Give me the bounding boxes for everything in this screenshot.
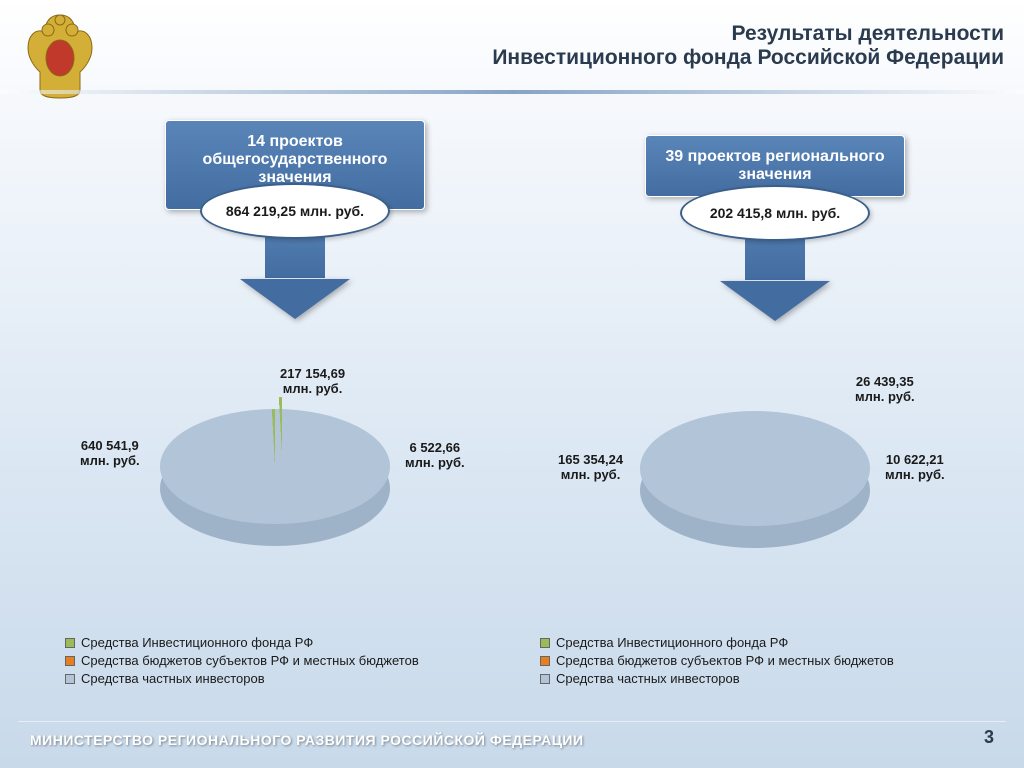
legend-swatch <box>540 638 550 648</box>
annot-left-budget: 6 522,66млн. руб. <box>405 441 465 471</box>
chart-right-total-text: 202 415,8 млн. руб. <box>710 205 840 221</box>
russian-emblem-icon <box>20 10 100 100</box>
charts-area: 14 проектов общегосударственного значени… <box>0 120 1024 700</box>
chart-right-header-text: 39 проектов регионального значения <box>665 148 884 183</box>
legend-right: Средства Инвестиционного фонда РФ Средств… <box>540 635 970 689</box>
header-divider <box>0 90 1024 94</box>
page-title: Результаты деятельности Инвестиционного … <box>492 22 1004 70</box>
arrow-head <box>240 279 350 319</box>
chart-right-total: 202 415,8 млн. руб. <box>680 185 870 241</box>
title-line-1: Результаты деятельности <box>732 22 1005 45</box>
legend-label: Средства Инвестиционного фонда РФ <box>81 635 313 650</box>
footer-divider <box>18 721 1006 722</box>
annot-right-budget: 10 622,21млн. руб. <box>885 453 945 483</box>
legend-swatch <box>65 674 75 684</box>
footer-text: МИНИСТЕРСТВО РЕГИОНАЛЬНОГО РАЗВИТИЯ РОСС… <box>30 732 584 748</box>
legend-item: Средства частных инвесторов <box>65 671 495 686</box>
chart-left: 14 проектов общегосударственного значени… <box>60 120 530 549</box>
legend-left: Средства Инвестиционного фонда РФ Средств… <box>65 635 495 689</box>
legend-item: Средства Инвестиционного фонда РФ <box>540 635 970 650</box>
arrow-head <box>720 281 830 321</box>
legend-item: Средства бюджетов субъектов РФ и местных… <box>540 653 970 668</box>
pie-left-3d <box>160 409 390 524</box>
legend-item: Средства Инвестиционного фонда РФ <box>65 635 495 650</box>
legend-swatch <box>65 638 75 648</box>
annot-right-fund: 26 439,35млн. руб. <box>855 375 915 405</box>
legend-label: Средства Инвестиционного фонда РФ <box>556 635 788 650</box>
annot-left-fund: 217 154,69млн. руб. <box>280 367 345 397</box>
pie-right: 26 439,35млн. руб. 165 354,24млн. руб. 1… <box>540 381 1010 551</box>
annot-right-investors: 165 354,24млн. руб. <box>558 453 623 483</box>
legend-swatch <box>540 674 550 684</box>
pie-right-3d <box>640 411 870 526</box>
annot-left-investors: 640 541,9млн. руб. <box>80 439 140 469</box>
chart-left-total: 864 219,25 млн. руб. <box>200 183 390 239</box>
legend-label: Средства частных инвесторов <box>556 671 740 686</box>
chart-right: 39 проектов регионального значения 202 4… <box>540 120 1010 551</box>
title-line-2: Инвестиционного фонда Российской Федерац… <box>492 46 1004 69</box>
legend-label: Средства частных инвесторов <box>81 671 265 686</box>
page-number: 3 <box>984 727 994 748</box>
chart-left-total-text: 864 219,25 млн. руб. <box>226 203 364 219</box>
legend-label: Средства бюджетов субъектов РФ и местных… <box>81 653 419 668</box>
pie-left: 217 154,69млн. руб. 640 541,9млн. руб. 6… <box>60 379 530 549</box>
legend-swatch <box>540 656 550 666</box>
legend-swatch <box>65 656 75 666</box>
legend-label: Средства бюджетов субъектов РФ и местных… <box>556 653 894 668</box>
legend-item: Средства бюджетов субъектов РФ и местных… <box>65 653 495 668</box>
legend-item: Средства частных инвесторов <box>540 671 970 686</box>
chart-left-header-text: 14 проектов общегосударственного значени… <box>203 133 388 186</box>
